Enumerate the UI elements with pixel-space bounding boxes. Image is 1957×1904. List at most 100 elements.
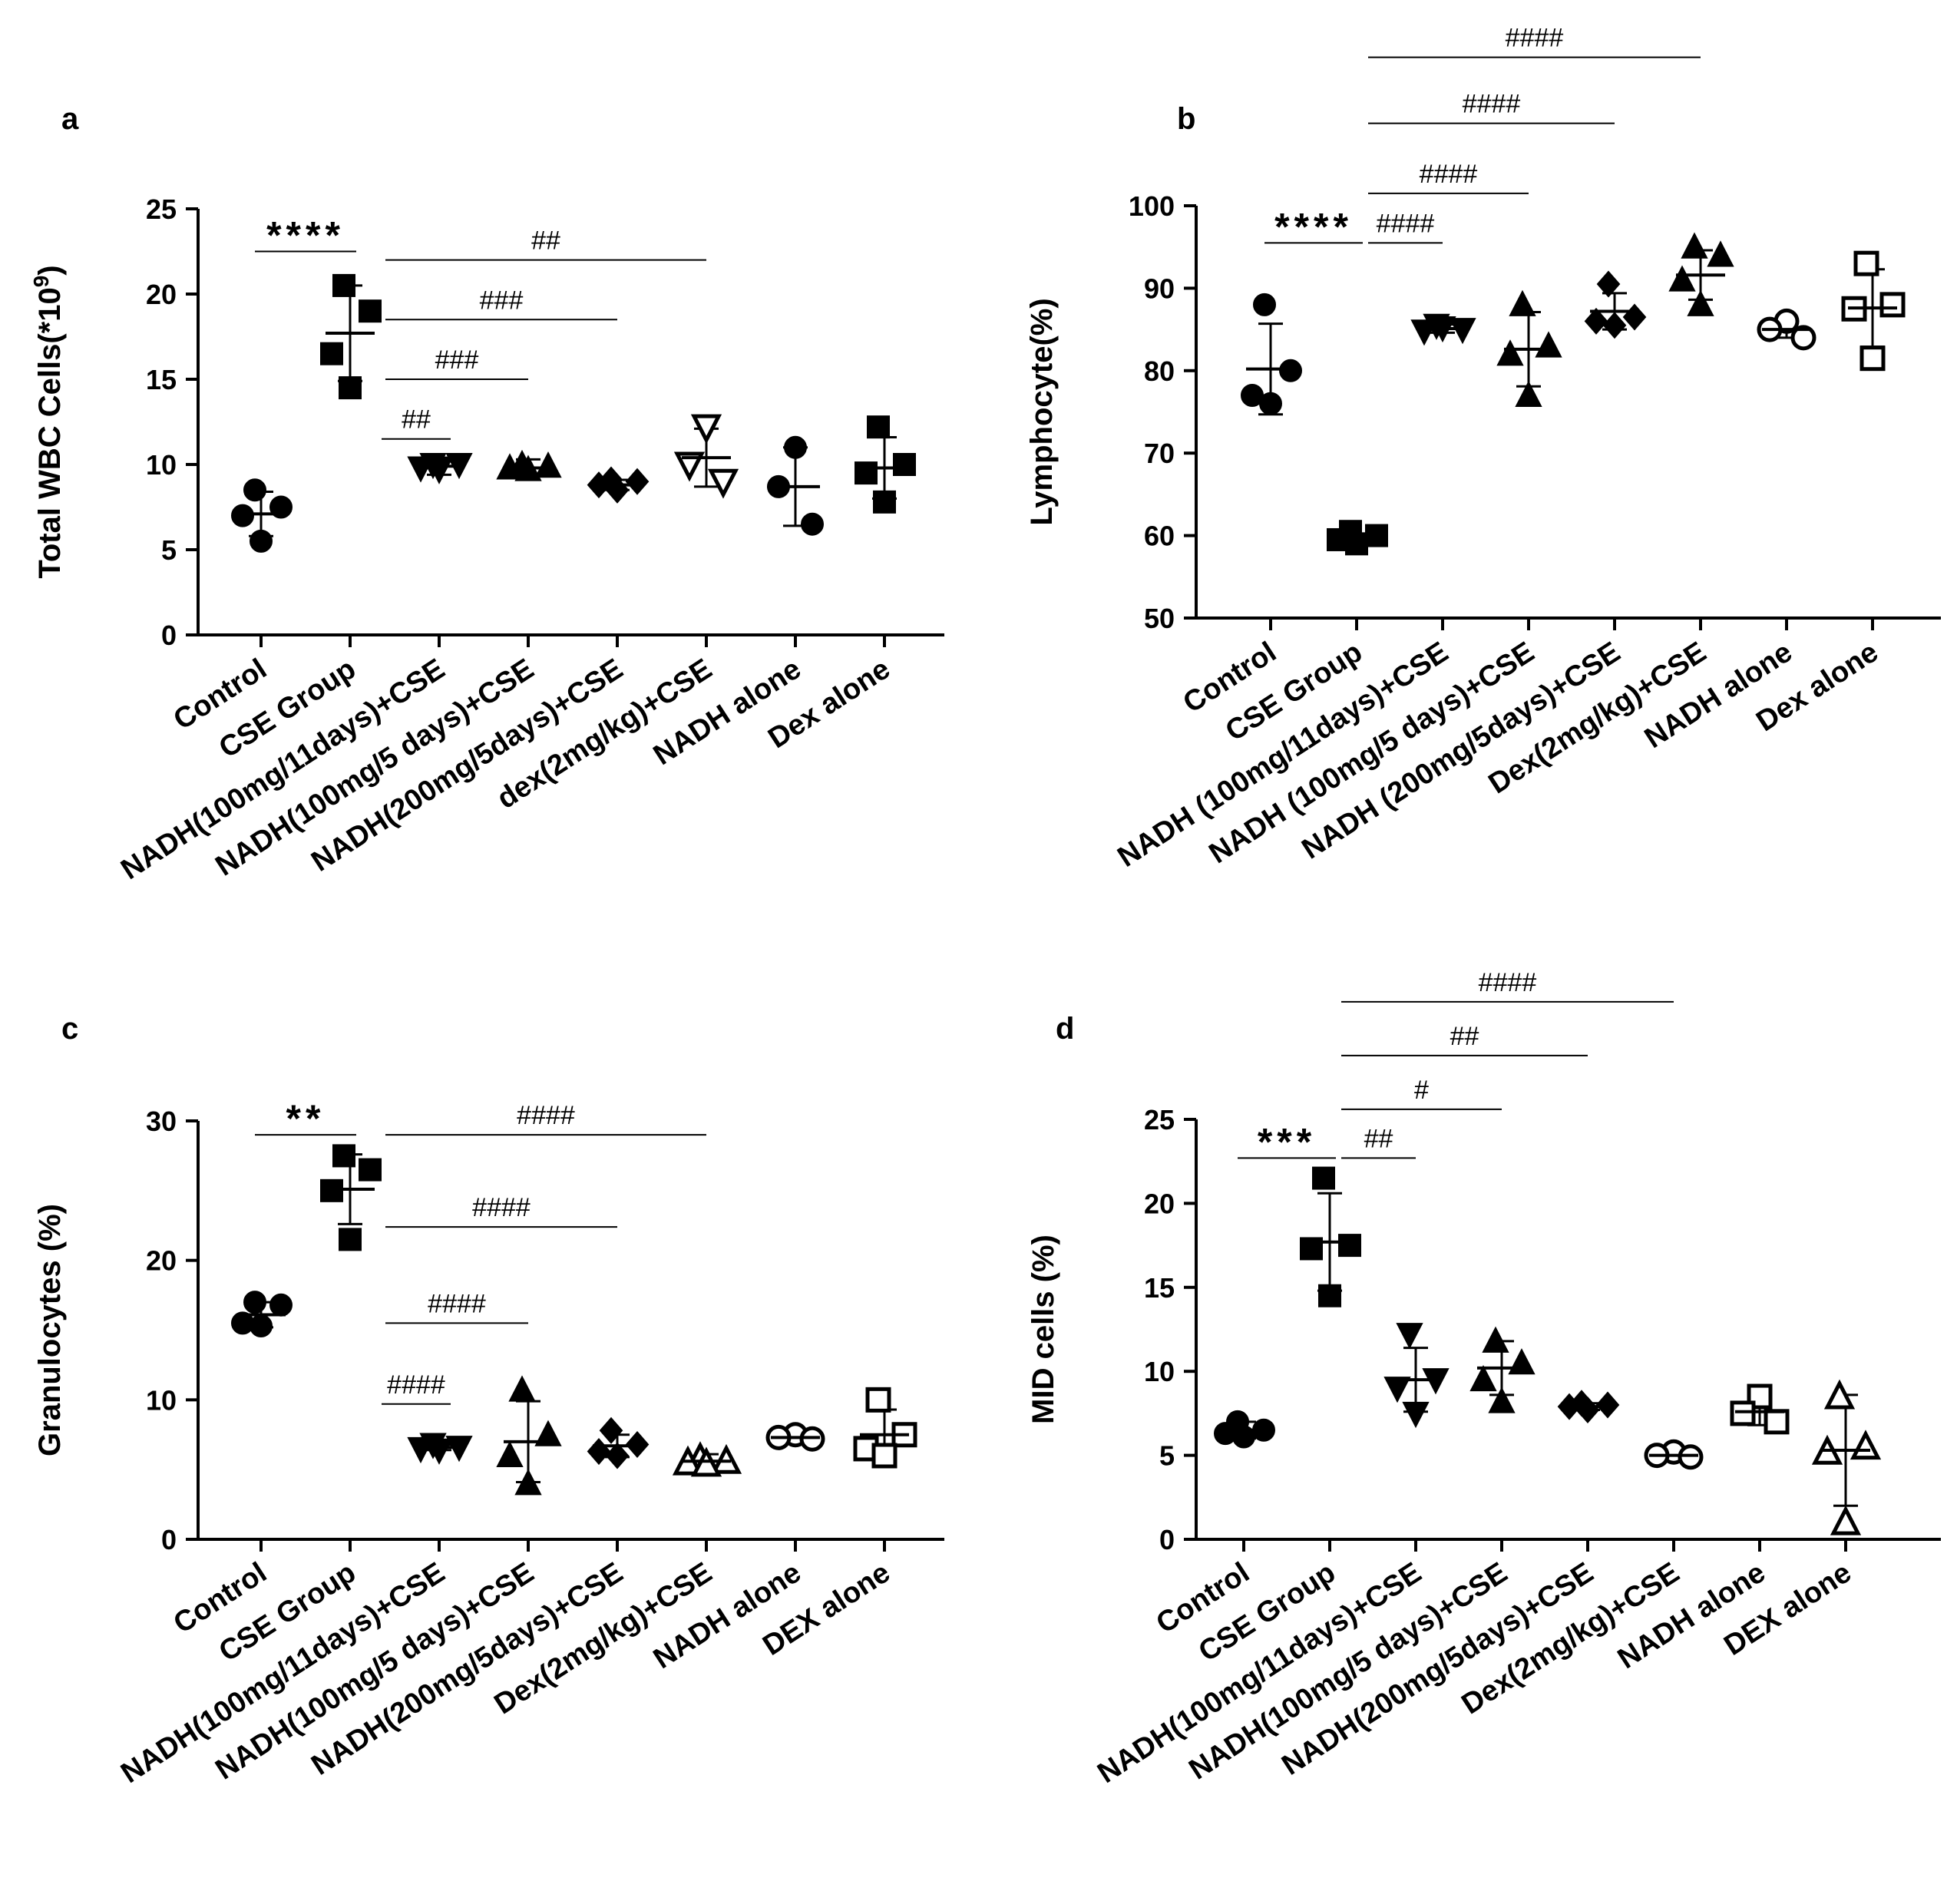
data-point (605, 1442, 630, 1469)
category-label: NADH(100mg/11days)+CSE (1092, 1556, 1426, 1790)
data-point (250, 529, 273, 553)
group-1 (320, 1144, 382, 1251)
y-axis-label: MID cells (%) (1026, 1235, 1060, 1424)
panel-letter: a (61, 102, 79, 136)
y-tick-label: 0 (161, 1524, 177, 1555)
group-7 (1811, 1379, 1882, 1535)
data-point (320, 342, 343, 365)
data-point (865, 1387, 891, 1413)
y-tick-label: 20 (1144, 1188, 1175, 1219)
data-point (231, 504, 254, 527)
data-point (1396, 1323, 1423, 1350)
significance-label: **** (266, 214, 345, 257)
significance-label: #### (387, 1370, 445, 1400)
group-4 (587, 466, 650, 504)
data-point (1496, 339, 1524, 366)
data-point (625, 468, 650, 495)
group-3 (496, 449, 562, 481)
group-3 (496, 1375, 562, 1496)
group-3 (1469, 1326, 1536, 1413)
group-6 (765, 1422, 825, 1452)
significance-label: #### (1479, 968, 1537, 997)
data-point (1515, 380, 1542, 408)
data-point (1482, 1326, 1509, 1353)
significance-label: ** (286, 1097, 326, 1140)
group-4 (1557, 1390, 1620, 1424)
y-tick-label: 50 (1144, 603, 1175, 634)
data-point (534, 451, 562, 478)
group-7 (853, 1387, 917, 1469)
group-5 (1668, 232, 1734, 316)
data-point (1595, 1391, 1620, 1419)
data-point (1602, 312, 1627, 339)
data-point (1488, 1387, 1516, 1413)
data-point (1596, 270, 1621, 298)
significance-label: ## (402, 405, 431, 435)
data-point (425, 1438, 453, 1465)
y-tick-label: 20 (146, 1245, 177, 1277)
y-tick-label: 5 (1159, 1440, 1175, 1472)
group-1 (1300, 1166, 1361, 1307)
significance-label: ### (435, 345, 479, 375)
group-0 (1241, 293, 1302, 416)
data-point (587, 1438, 611, 1466)
y-tick-label: 90 (1144, 273, 1175, 304)
group-0 (231, 478, 293, 553)
data-point (1678, 1444, 1704, 1470)
data-point (893, 453, 916, 476)
group-4 (1584, 270, 1647, 339)
significance-label: #### (428, 1289, 486, 1318)
data-point (801, 512, 824, 536)
y-tick-label: 0 (1159, 1524, 1175, 1555)
significance-label: **** (1274, 205, 1353, 248)
y-tick-label: 25 (1144, 1104, 1175, 1135)
data-point (784, 435, 807, 459)
significance-label: ## (1450, 1022, 1479, 1051)
group-7 (1841, 250, 1906, 372)
data-point (1338, 1234, 1361, 1258)
y-tick-label: 25 (146, 193, 177, 225)
data-point (243, 1291, 266, 1314)
y-tick-label: 80 (1144, 355, 1175, 387)
group-2 (407, 1433, 473, 1465)
data-point (269, 1293, 293, 1317)
y-axis-label: Lymphocyte(%) (1025, 298, 1059, 525)
data-point (407, 456, 435, 483)
group-1 (1327, 520, 1388, 556)
data-point (1509, 289, 1536, 316)
data-point (1853, 250, 1879, 276)
data-point (1253, 293, 1276, 316)
data-point (359, 299, 382, 323)
significance-label: #### (472, 1193, 531, 1222)
data-point (496, 1440, 524, 1467)
data-point (243, 478, 266, 502)
y-tick-label: 20 (146, 279, 177, 310)
data-point (1764, 1409, 1790, 1435)
group-5 (1644, 1439, 1704, 1470)
data-point (707, 468, 739, 499)
data-point (339, 1228, 362, 1251)
group-6 (1757, 308, 1817, 351)
data-point (871, 1443, 898, 1469)
y-tick-label: 15 (1144, 1272, 1175, 1304)
y-axis-label: Total WBC Cells(*109) (29, 265, 68, 578)
significance-label: #### (1377, 209, 1435, 238)
data-point (1879, 292, 1906, 318)
data-point (1668, 265, 1696, 292)
data-point (1535, 331, 1562, 358)
significance-label: ## (1364, 1124, 1393, 1153)
data-point (1859, 345, 1886, 372)
data-point (1449, 318, 1476, 345)
group-0 (1214, 1410, 1275, 1449)
group-2 (407, 453, 473, 484)
data-point (1365, 524, 1388, 547)
y-tick-label: 10 (1144, 1356, 1175, 1387)
group-5 (673, 414, 739, 499)
significance-label: #### (1420, 160, 1478, 189)
data-point (359, 1158, 382, 1182)
data-point (534, 1420, 562, 1446)
group-0 (231, 1291, 293, 1338)
